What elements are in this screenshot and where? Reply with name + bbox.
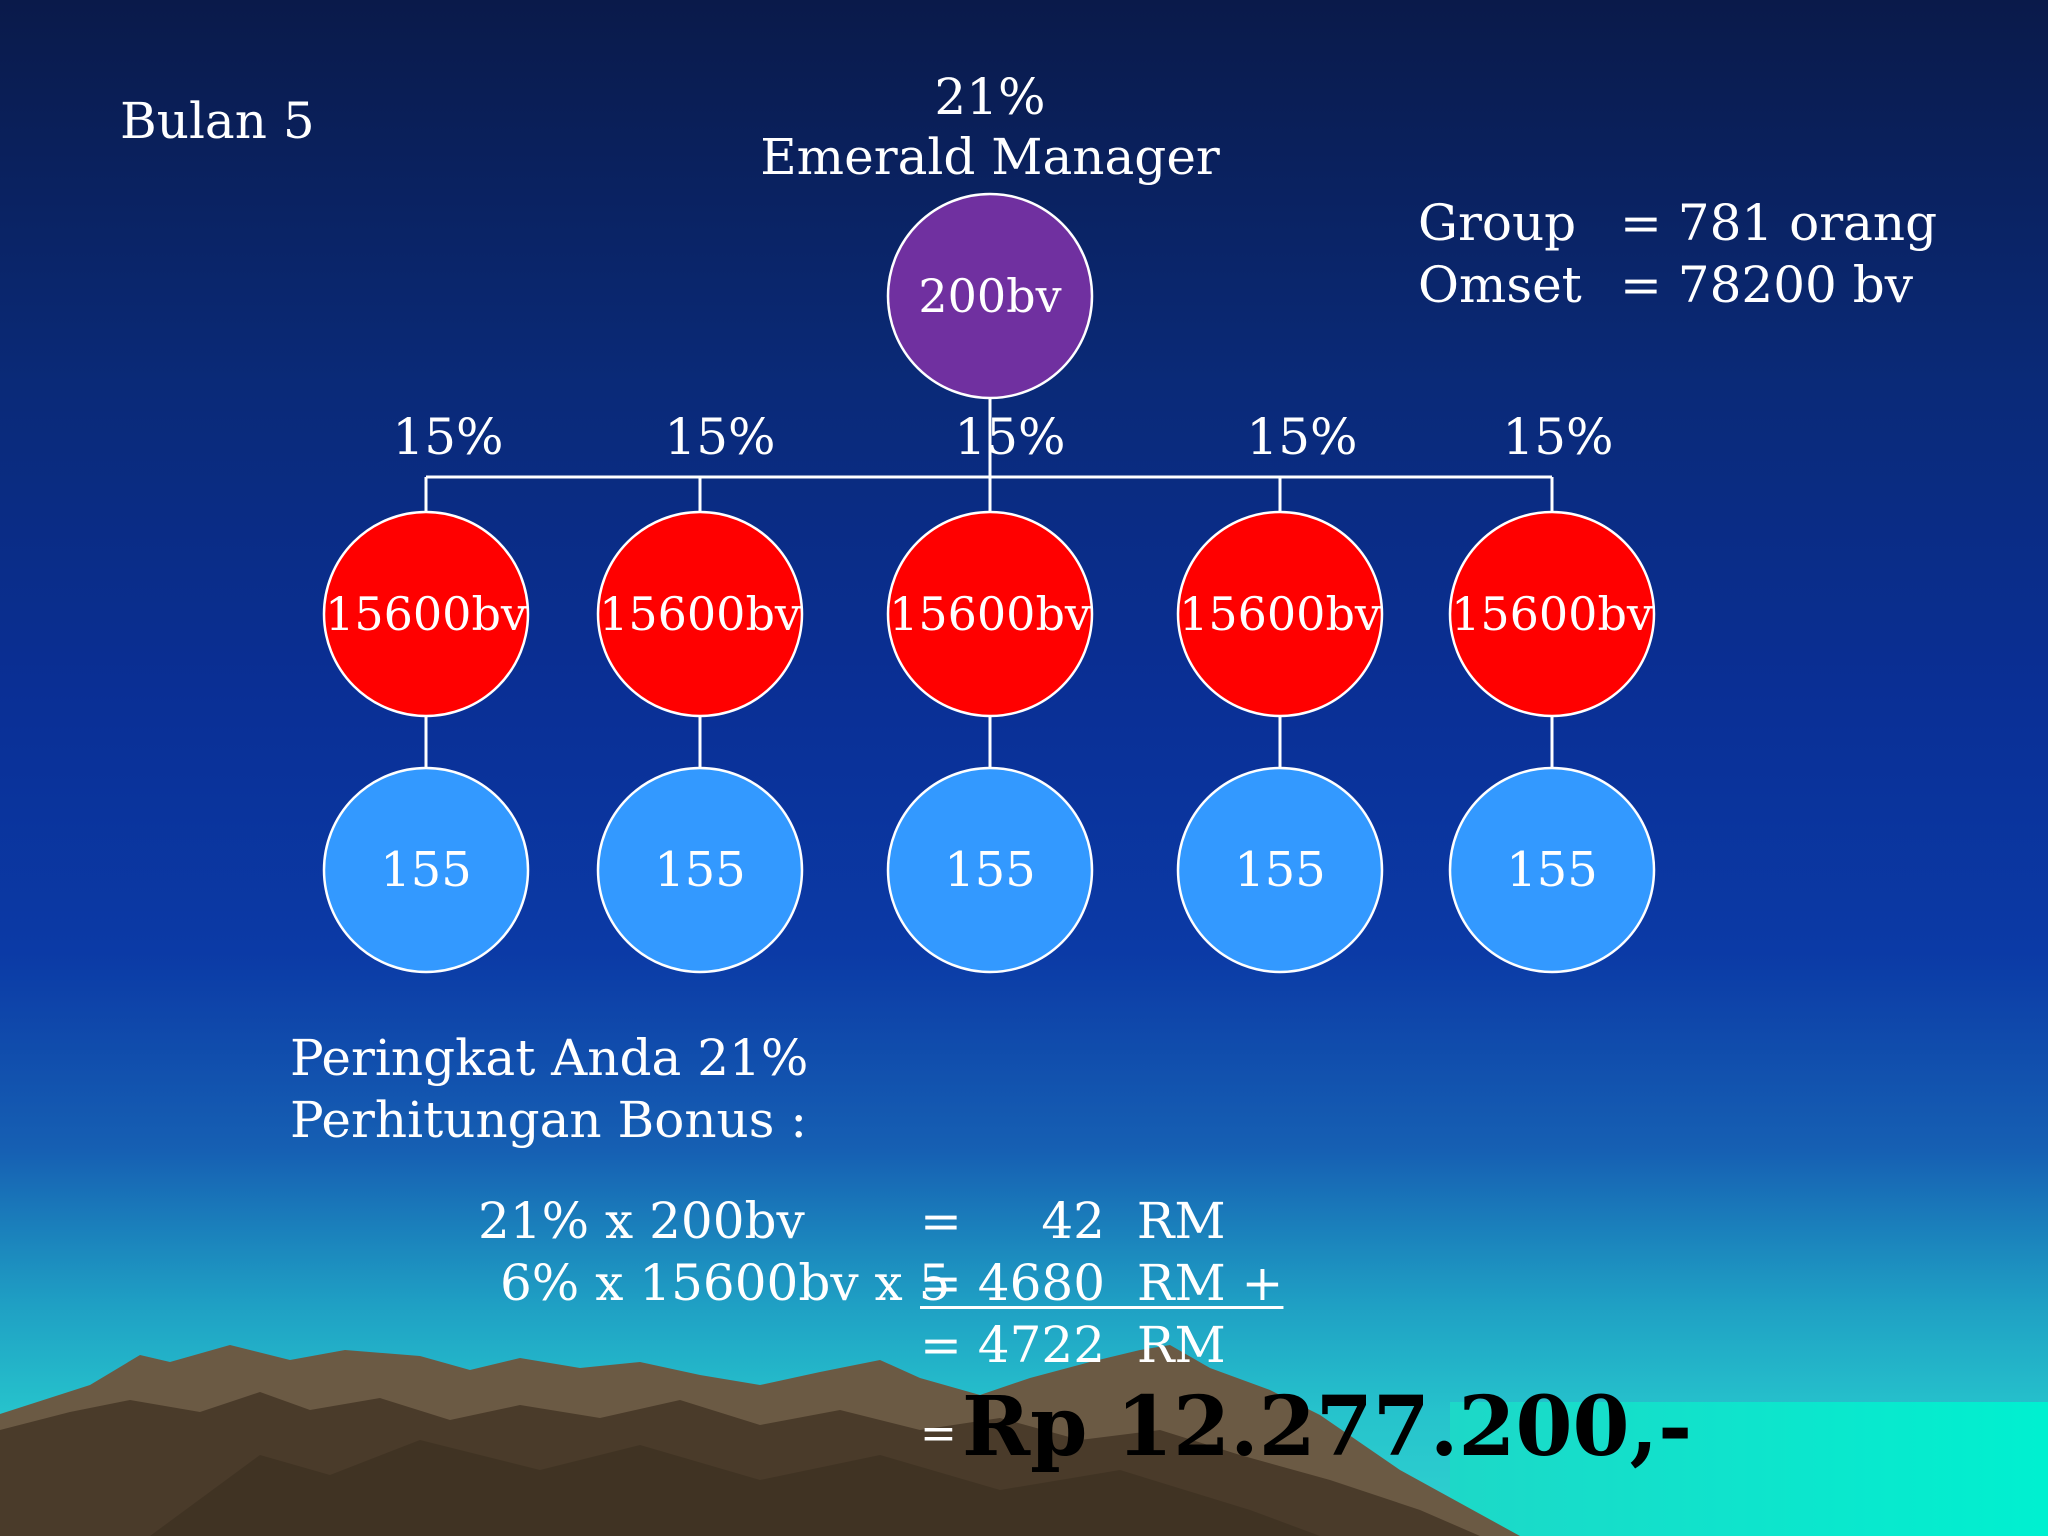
top-node-label: 200bv — [918, 269, 1061, 323]
mid-node-4-circle — [1176, 510, 1384, 718]
bottom-node-1-label: 155 — [380, 842, 472, 898]
calc-final-eq: = — [920, 1408, 957, 1459]
branch-percent-3: 15% — [954, 408, 1066, 466]
bottom-node-5-circle — [1448, 766, 1656, 974]
mid-node-5: 15600bv — [1448, 510, 1656, 718]
mid-node-3: 15600bv — [886, 510, 1094, 718]
mid-node-5-circle — [1448, 510, 1656, 718]
calc-row2-right: = 4680 RM + — [920, 1254, 1284, 1312]
connector-lines — [424, 398, 1554, 768]
bottom-node-1: 155 — [322, 766, 530, 974]
calc-row3-right: = 4722 RM — [920, 1316, 1226, 1374]
bottom-node-4-label: 155 — [1234, 842, 1326, 898]
mid-node-1: 15600bv — [322, 510, 530, 718]
omset-label: Omset — [1418, 256, 1582, 314]
branch-percent-5: 15% — [1502, 408, 1614, 466]
branch-percent-2: 15% — [664, 408, 776, 466]
sea — [1450, 1402, 2048, 1536]
bonus-heading: Perhitungan Bonus : — [290, 1091, 808, 1149]
calc-row1-left: 21% x 200bv — [478, 1192, 805, 1250]
mid-node-2: 15600bv — [596, 510, 804, 718]
mid-node-3-label: 15600bv — [889, 587, 1091, 641]
group-label: Group — [1418, 194, 1577, 252]
top-node: 200bv — [886, 192, 1094, 400]
mid-node-3-circle — [886, 510, 1094, 718]
bottom-node-5-label: 155 — [1506, 842, 1598, 898]
mountain-shadow — [150, 1440, 1320, 1536]
bottom-node-1-circle — [322, 766, 530, 974]
rank-text: Peringkat Anda 21% — [290, 1029, 809, 1087]
bottom-node-3-circle — [886, 766, 1094, 974]
branch-percent-4: 15% — [1246, 408, 1358, 466]
bottom-node-3: 155 — [886, 766, 1094, 974]
mid-node-1-circle — [322, 510, 530, 718]
omset-value: = 78200 bv — [1620, 256, 1913, 314]
mid-node-2-label: 15600bv — [599, 587, 801, 641]
tree-nodes: 200bv 15600bv 155 15600bv 155 15600bv 155 15600… — [322, 192, 1656, 974]
top-node-rank: Emerald Manager — [760, 128, 1220, 186]
mid-node-1-label: 15600bv — [325, 587, 527, 641]
mid-node-4-label: 15600bv — [1179, 587, 1381, 641]
calc-row2-left: 6% x 15600bv x 5 — [500, 1254, 951, 1312]
group-value: = 781 orang — [1620, 194, 1938, 252]
top-node-percent: 21% — [934, 68, 1046, 126]
slide-title: Bulan 5 — [120, 92, 315, 150]
bottom-node-4-circle — [1176, 766, 1384, 974]
bottom-node-5: 155 — [1448, 766, 1656, 974]
mid-node-2-circle — [596, 510, 804, 718]
bottom-node-3-label: 155 — [944, 842, 1036, 898]
bottom-node-2-label: 155 — [654, 842, 746, 898]
bottom-node-2: 155 — [596, 766, 804, 974]
branch-percent-1: 15% — [392, 408, 504, 466]
bottom-node-4: 155 — [1176, 766, 1384, 974]
bottom-node-2-circle — [596, 766, 804, 974]
calc-final-value: Rp 12.277.200,- — [962, 1379, 1693, 1475]
mid-node-5-label: 15600bv — [1451, 587, 1653, 641]
top-node-circle — [886, 192, 1094, 400]
calc-row1-right: = 42 RM — [920, 1192, 1226, 1250]
mid-node-4: 15600bv — [1176, 510, 1384, 718]
